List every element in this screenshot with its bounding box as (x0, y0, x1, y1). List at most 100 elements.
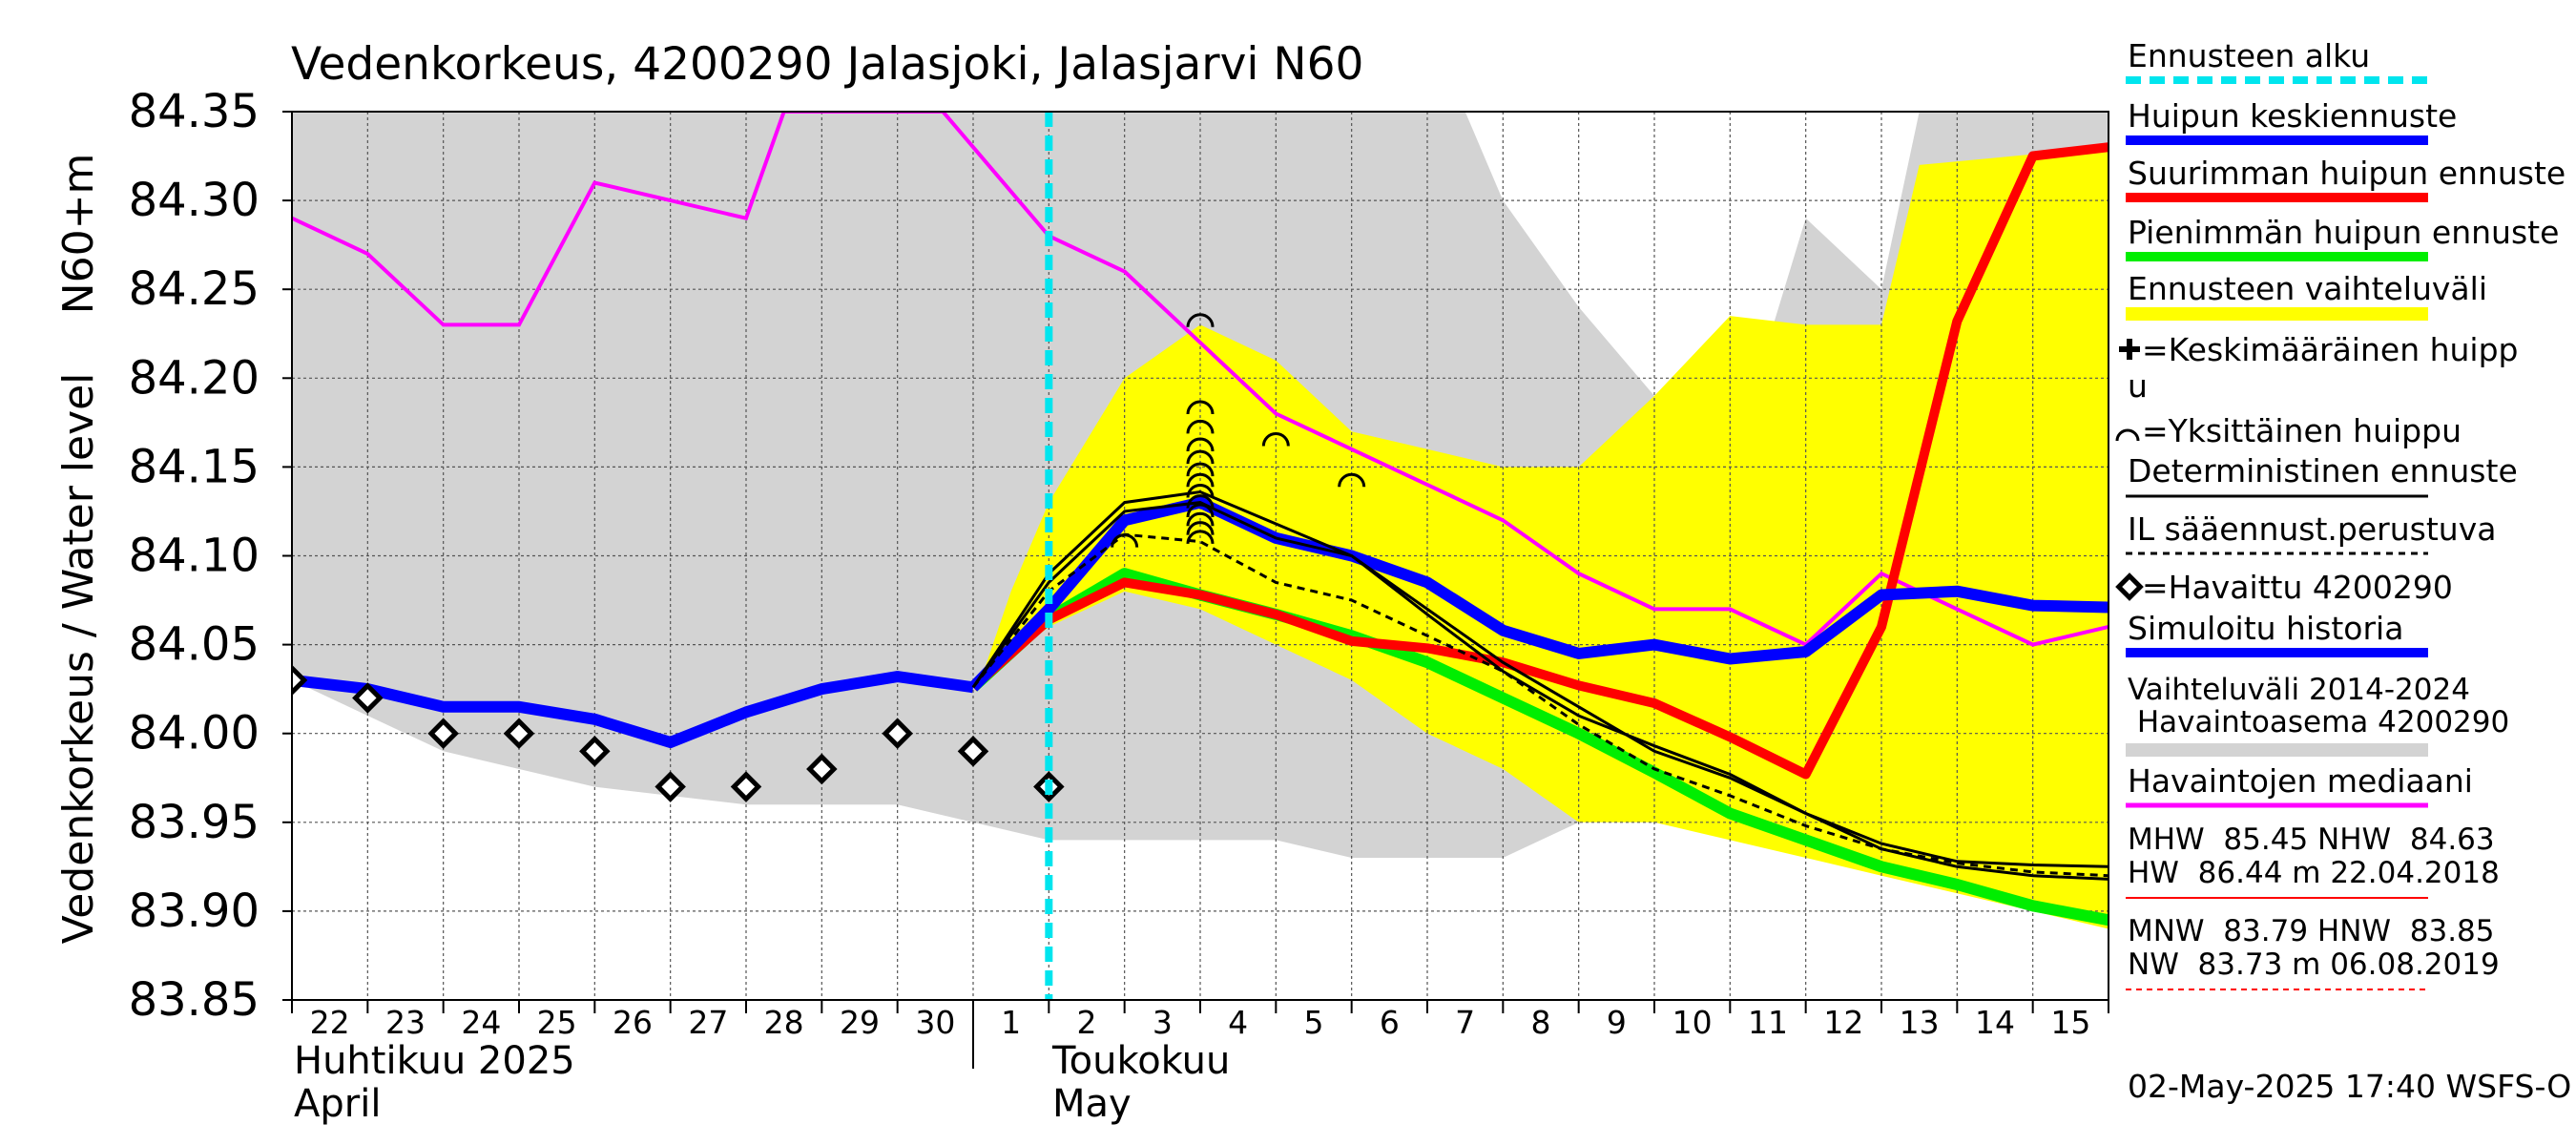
individual-peak-mark (1186, 503, 1215, 518)
y-tick-label: 84.30 (129, 174, 260, 227)
deterministic-line (971, 489, 2109, 868)
x-tick-label: 11 (1748, 1004, 1788, 1041)
x-tick-label: 10 (1672, 1004, 1713, 1041)
legend-variation-label-2: Havaintoasema 4200290 (2128, 705, 2509, 739)
x-tick-label: 30 (915, 1004, 955, 1041)
plus-icon (2119, 339, 2140, 360)
plot-content (292, 112, 2109, 1000)
month-label-april-en: April (294, 1082, 381, 1126)
individual-peak-mark (1186, 400, 1215, 415)
legend-simulated-label: Simuloitu historia (2128, 610, 2403, 647)
observed-point (292, 664, 308, 697)
plot-area (291, 111, 2109, 1001)
individual-peak-mark (1261, 431, 1290, 447)
y-tick-label: 83.85 (129, 973, 260, 1027)
x-tick-label: 2 (1077, 1004, 1097, 1041)
legend-stats2-line2: NW 83.73 m 06.08.2019 (2128, 947, 2500, 982)
legend-mean-peak-label: Huipun keskiennuste (2128, 97, 2457, 135)
y-tick-label: 84.15 (129, 440, 260, 493)
legend-forecast-range-label: Ennusteen vaihteluväli (2128, 270, 2487, 307)
y-tick-label: 84.25 (129, 262, 260, 316)
footer-timestamp: 02-May-2025 17:40 WSFS-O (2128, 1068, 2571, 1105)
individual-peak-mark (1186, 419, 1215, 434)
x-tick-label: 1 (1001, 1004, 1021, 1041)
x-tick-label: 27 (688, 1004, 728, 1041)
observed-point (806, 753, 838, 785)
deterministic-line (971, 501, 2109, 881)
month-label-may-fi: Toukokuu (1051, 1039, 1230, 1083)
x-tick-label: 4 (1228, 1004, 1248, 1041)
y-tick-label: 84.00 (129, 707, 260, 760)
legend-avg-peak-label-2: u (2128, 367, 2148, 405)
y-tick-label: 83.95 (129, 796, 260, 849)
x-tick-label: 14 (1975, 1004, 2015, 1041)
x-axis-ticks: 22 23 24 25 26 27 28 29 30 1 2 3 4 5 6 7 8 9 10 11 12 13 14 15 (291, 1000, 2109, 1069)
legend-deterministic-label: Deterministinen ennuste (2128, 452, 2518, 489)
observed-point (352, 682, 384, 714)
x-tick-label: 23 (385, 1004, 426, 1041)
y-axis-label-inner: N60+m (54, 154, 103, 315)
observed-point (503, 718, 535, 749)
month-label-may-en: May (1052, 1082, 1132, 1126)
individual-peak-mark (1186, 530, 1215, 545)
mean-peak-line (968, 496, 2109, 692)
x-tick-label: 6 (1380, 1004, 1400, 1041)
x-tick-label: 28 (764, 1004, 804, 1041)
observed-point (427, 718, 459, 749)
x-tick-label: 3 (1153, 1004, 1173, 1041)
x-tick-label: 15 (2050, 1004, 2090, 1041)
individual-peak-mark (1186, 313, 1215, 327)
x-tick-label: 7 (1455, 1004, 1475, 1041)
grid (292, 112, 2109, 1000)
individual-peak-mark (1186, 449, 1215, 465)
simulated-history-line (292, 671, 974, 748)
x-tick-label: 24 (461, 1004, 501, 1041)
max-peak-line (969, 142, 2109, 780)
legend-single-peak-label: =Yksittäinen huippu (2142, 412, 2462, 449)
legend-observed-label: =Havaittu 4200290 (2142, 569, 2453, 606)
x-tick-label: 29 (840, 1004, 880, 1041)
individual-peak-mark (1186, 521, 1215, 535)
observed-point (957, 736, 989, 767)
x-tick-label: 9 (1607, 1004, 1627, 1041)
observed-point (654, 771, 686, 802)
legend-variation-label-1: Vaihteluväli 2014-2024 (2128, 673, 2470, 707)
individual-peak-mark (1338, 472, 1366, 488)
individual-peak-mark (1186, 483, 1215, 498)
legend-stats1-line2: HW 86.44 m 22.04.2018 (2128, 856, 2500, 890)
y-tick-label: 84.20 (129, 351, 260, 405)
legend-stats2-line1: MNW 83.79 HNW 83.85 (2128, 914, 2495, 948)
observed-point (882, 718, 913, 749)
legend: Ennusteen alku Huipun keskiennuste Suuri… (2115, 37, 2566, 990)
y-axis-ticks: 84.35 84.30 84.25 84.20 84.15 84.10 84.05 84.00… (129, 85, 292, 1027)
individual-peak-mark (1186, 437, 1215, 452)
legend-max-peak-label: Suurimman huipun ennuste (2128, 155, 2566, 192)
individual-peak-mark (1186, 494, 1215, 509)
x-tick-label: 8 (1531, 1004, 1551, 1041)
chart-title: Vedenkorkeus, 4200290 Jalasjoki, Jalasja… (291, 38, 1363, 91)
diamond-icon (2115, 572, 2144, 601)
y-axis-label-outer: Vedenkorkeus / Water level (54, 373, 103, 945)
il-forecast-line (971, 532, 2109, 878)
x-tick-label: 22 (310, 1004, 350, 1041)
y-tick-label: 84.05 (129, 618, 260, 672)
individual-peak-mark (1186, 462, 1215, 477)
month-label-april-fi: Huhtikuu 2025 (294, 1039, 575, 1083)
individual-peak-mark (1186, 472, 1215, 488)
y-tick-label: 84.35 (129, 85, 260, 138)
y-tick-label: 83.90 (129, 885, 260, 938)
arc-icon (2115, 428, 2140, 442)
legend-il-label: IL sääennust.perustuva (2128, 510, 2496, 548)
x-tick-label: 13 (1900, 1004, 1940, 1041)
x-tick-label: 26 (613, 1004, 653, 1041)
legend-stats1-line1: MHW 85.45 NHW 84.63 (2128, 822, 2495, 857)
x-tick-label: 12 (1823, 1004, 1863, 1041)
observed-point (730, 771, 762, 802)
legend-median-label: Havaintojen mediaani (2128, 762, 2473, 800)
individual-peak-mark (1186, 511, 1215, 527)
x-tick-label: 25 (537, 1004, 577, 1041)
legend-forecast-start-label: Ennusteen alku (2128, 37, 2370, 74)
legend-min-peak-label: Pienimmän huipun ennuste (2128, 214, 2559, 251)
individual-peak-mark (1111, 533, 1139, 548)
